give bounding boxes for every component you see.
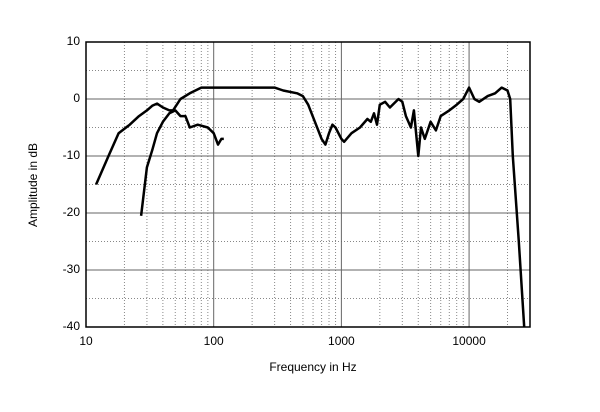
y-tick-label: 10 (67, 34, 81, 48)
y-axis-label: Amplitude in dB (26, 143, 40, 227)
x-tick-label: 100 (204, 334, 224, 348)
y-tick-label: -40 (63, 319, 81, 333)
x-tick-label: 1000 (328, 334, 355, 348)
data-line (139, 109, 224, 216)
y-tick-label: -30 (63, 262, 81, 276)
y-tick-label: -10 (63, 148, 81, 162)
x-tick-label: 10000 (452, 334, 486, 348)
y-tick-label: -20 (63, 205, 81, 219)
plot-frame (85, 41, 531, 328)
data-line (94, 86, 526, 328)
x-axis-label: Frequency in Hz (269, 360, 356, 374)
y-tick-label: 0 (73, 91, 80, 105)
x-tick-label: 10 (79, 334, 93, 348)
